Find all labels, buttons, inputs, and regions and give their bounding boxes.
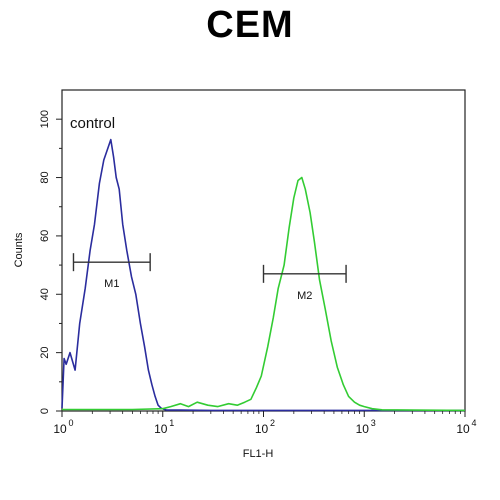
marker-label: M1 — [104, 278, 119, 290]
x-tick-exponent: 2 — [270, 418, 275, 428]
y-axis-label: Counts — [13, 232, 25, 267]
curves-layer — [61, 138, 466, 412]
marker-label: M2 — [297, 290, 312, 302]
x-tick-label: 10 — [154, 422, 168, 436]
series-curve-2 — [62, 176, 466, 412]
plot-frame — [61, 89, 466, 412]
markers-layer: M1 M2 — [72, 253, 347, 302]
x-tick-exponent: 4 — [471, 418, 476, 428]
x-tick-exponent: 0 — [68, 418, 73, 428]
control-annotation: control — [70, 115, 115, 132]
x-tick-exponent: 3 — [371, 418, 376, 428]
x-tick-label: 10 — [456, 422, 470, 436]
x-tick-label: 10 — [53, 422, 67, 436]
x-axis-label: FL1-H — [243, 448, 274, 460]
y-tick-label: 40 — [39, 288, 51, 300]
marker-m2: M2 — [262, 264, 347, 302]
marker-m1: M1 — [72, 253, 151, 290]
y-tick-label: 100 — [39, 110, 51, 128]
y-tick-label: 0 — [39, 408, 51, 414]
x-tick-label: 10 — [255, 422, 269, 436]
series-curve-1 — [61, 138, 465, 412]
y-tick-label: 80 — [39, 171, 51, 183]
chart-title: CEM — [206, 4, 294, 46]
y-tick-label: 60 — [39, 230, 51, 242]
x-tick-exponent: 1 — [169, 418, 174, 428]
y-tick-label: 20 — [39, 347, 51, 359]
x-tick-label: 10 — [356, 422, 370, 436]
